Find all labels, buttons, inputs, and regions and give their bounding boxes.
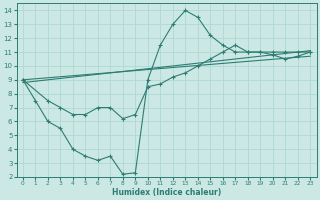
X-axis label: Humidex (Indice chaleur): Humidex (Indice chaleur)	[112, 188, 221, 197]
